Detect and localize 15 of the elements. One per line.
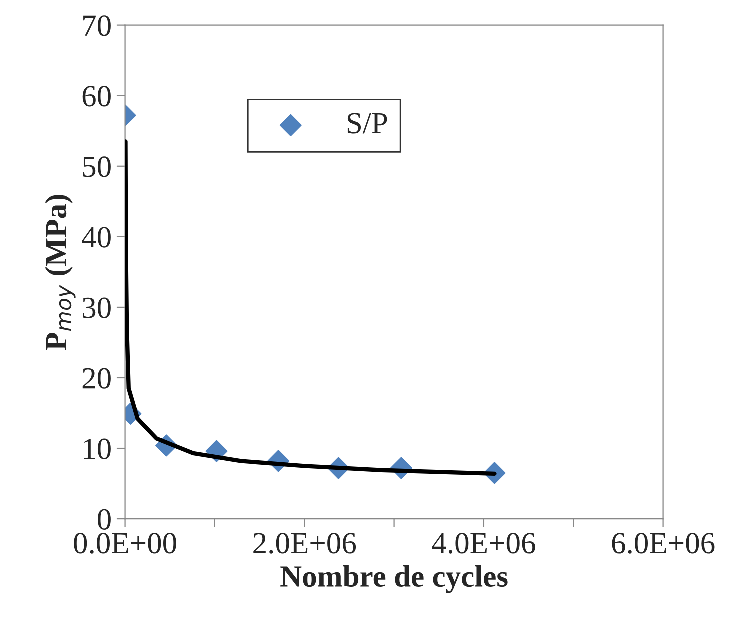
x-tick-label: 0.0E+00 <box>74 533 176 554</box>
y-tick-label: 60 <box>82 86 111 107</box>
legend-label: S/P <box>348 113 388 134</box>
y-axis-title: P$_{moy}$ (MPa) <box>45 195 76 350</box>
x-axis-title: Nombre de cycles <box>280 566 508 594</box>
y-tick-label: 20 <box>82 368 111 389</box>
x-tick-label: 4.0E+06 <box>432 533 536 554</box>
y-tick-label: 40 <box>82 227 111 248</box>
y-tick-label: 10 <box>84 438 111 460</box>
y-tick-label: 0 <box>98 509 111 530</box>
x-tick-label: 6.0E+06 <box>612 533 715 554</box>
y-tick-label: 70 <box>84 16 111 36</box>
y-tick-label: 50 <box>83 156 111 178</box>
x-tick-label: 2.0E+06 <box>254 533 356 554</box>
y-tick-label: 30 <box>83 298 111 318</box>
